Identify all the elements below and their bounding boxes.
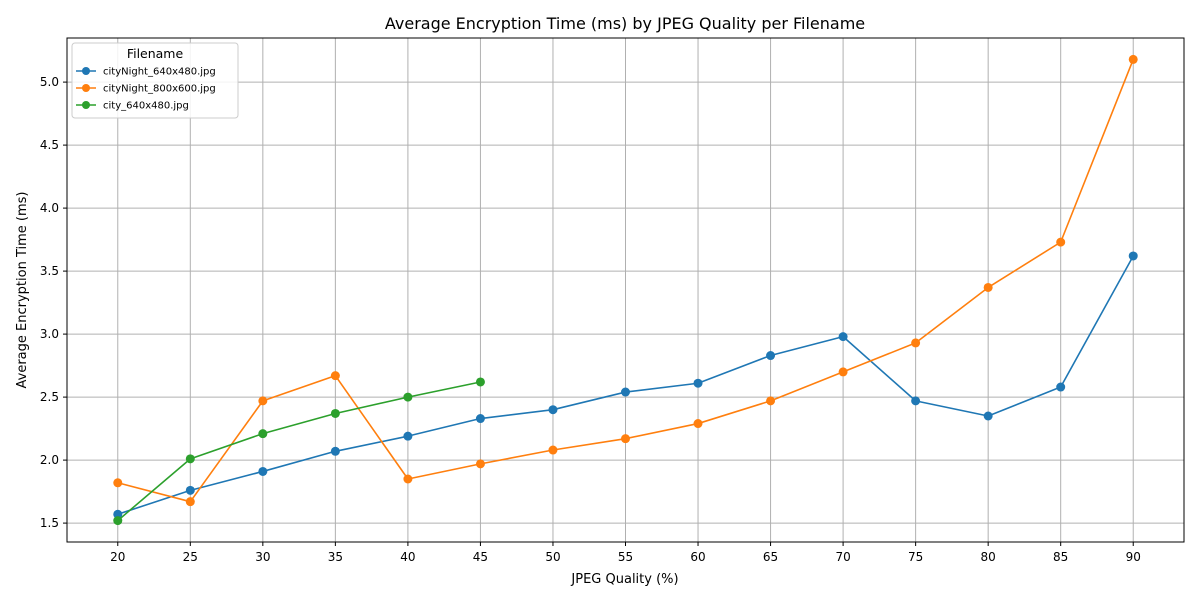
legend-items: cityNight_640x480.jpg cityNight_800x600.j… xyxy=(76,67,216,112)
legend-marker xyxy=(82,101,90,109)
x-tick-label: 75 xyxy=(908,550,923,564)
y-tick-label: 3.5 xyxy=(40,264,59,278)
legend-title: Filename xyxy=(127,46,184,61)
x-tick-label: 25 xyxy=(183,550,198,564)
series-citynight-800x600-jpg xyxy=(113,54,1138,507)
legend-label: city_640x480.jpg xyxy=(103,101,189,112)
x-tick-label: 85 xyxy=(1053,550,1068,564)
legend-marker xyxy=(82,67,90,75)
y-axis-label: Average Encryption Time (ms) xyxy=(15,192,30,389)
y-axis-ticks: 1.5 2.0 2.5 3.0 3.5 4.0 4.5 5.0 xyxy=(40,75,67,530)
data-point xyxy=(185,454,195,464)
x-tick-label: 30 xyxy=(255,550,270,564)
data-point xyxy=(330,371,340,381)
data-point xyxy=(475,414,485,424)
y-tick-label: 1.5 xyxy=(40,516,59,530)
legend-item: cityNight_640x480.jpg xyxy=(76,67,216,78)
data-point xyxy=(475,459,485,469)
data-point xyxy=(330,408,340,418)
y-tick-label: 3.0 xyxy=(40,327,59,341)
legend-box xyxy=(71,42,239,119)
y-tick-label: 4.5 xyxy=(40,138,59,152)
legend-item: cityNight_800x600.jpg xyxy=(76,84,216,95)
data-point xyxy=(185,497,195,507)
data-point xyxy=(258,429,268,439)
data-point xyxy=(403,392,413,402)
y-tick-label: 2.0 xyxy=(40,453,59,467)
data-point xyxy=(113,509,123,519)
data-point xyxy=(1056,382,1066,392)
data-point xyxy=(983,282,993,292)
legend-marker xyxy=(82,84,90,92)
data-point xyxy=(1128,251,1138,261)
x-axis-label: JPEG Quality (%) xyxy=(570,572,678,587)
x-tick-label: 60 xyxy=(690,550,705,564)
grid xyxy=(67,38,1184,542)
chart-title: Average Encryption Time (ms) by JPEG Qua… xyxy=(385,14,865,33)
y-tick-label: 2.5 xyxy=(40,390,59,404)
data-point xyxy=(475,377,485,387)
x-tick-label: 45 xyxy=(473,550,488,564)
legend: Filename cityNight_640x480.jpgcityNight_… xyxy=(71,42,239,119)
data-point xyxy=(693,419,703,429)
data-point xyxy=(403,431,413,441)
data-point xyxy=(403,474,413,484)
x-tick-label: 20 xyxy=(110,550,125,564)
data-point xyxy=(1056,237,1066,247)
x-tick-label: 80 xyxy=(981,550,996,564)
series-citynight-640x480-jpg xyxy=(113,251,1138,519)
y-tick-label: 4.0 xyxy=(40,201,59,215)
data-point xyxy=(838,332,848,342)
plot-frame xyxy=(66,37,1185,543)
series-line xyxy=(117,381,481,522)
x-tick-label: 90 xyxy=(1126,550,1141,564)
data-point xyxy=(838,367,848,377)
x-tick-label: 35 xyxy=(328,550,343,564)
data-point xyxy=(185,485,195,495)
data-point xyxy=(911,396,921,406)
data-point xyxy=(621,434,630,444)
legend-item: city_640x480.jpg xyxy=(76,101,189,112)
x-tick-label: 65 xyxy=(763,550,778,564)
series-city-640x480-jpg xyxy=(113,377,485,526)
data-point xyxy=(983,411,993,421)
x-tick-label: 50 xyxy=(545,550,560,564)
x-tick-label: 70 xyxy=(835,550,850,564)
data-point xyxy=(258,466,268,476)
data-point xyxy=(548,445,558,455)
data-point xyxy=(621,387,630,397)
x-tick-label: 40 xyxy=(400,550,415,564)
data-point xyxy=(911,338,921,348)
data-point xyxy=(113,478,123,488)
data-point xyxy=(1128,54,1138,64)
legend-label: cityNight_800x600.jpg xyxy=(103,84,216,95)
data-point xyxy=(693,378,703,388)
data-point xyxy=(548,405,558,415)
legend-label: cityNight_640x480.jpg xyxy=(103,67,216,78)
data-point xyxy=(766,351,776,361)
data-point xyxy=(113,516,123,526)
x-axis-ticks: 20 25 30 35 40 45 50 55 60 65 70 75 80 85 90 xyxy=(110,542,1141,564)
data-point xyxy=(766,396,776,406)
x-tick-label: 55 xyxy=(618,550,633,564)
y-tick-label: 5.0 xyxy=(40,75,59,89)
data-point xyxy=(330,446,340,456)
series-layer xyxy=(113,54,1138,526)
data-point xyxy=(258,396,268,406)
